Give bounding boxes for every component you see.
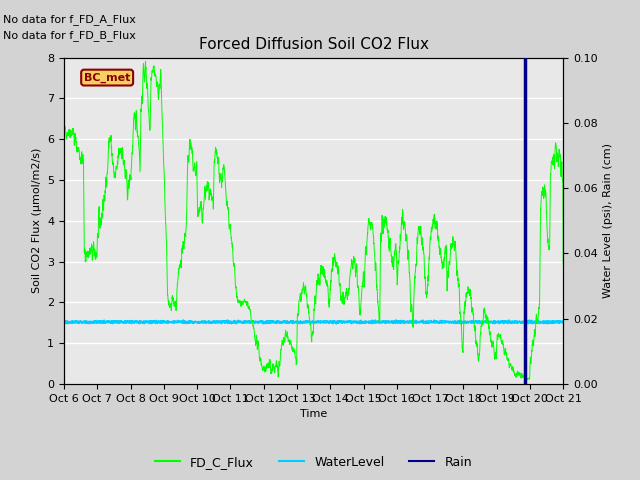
Y-axis label: Water Level (psi), Rain (cm): Water Level (psi), Rain (cm)	[604, 144, 613, 298]
Text: No data for f_FD_B_Flux: No data for f_FD_B_Flux	[3, 30, 136, 41]
Y-axis label: Soil CO2 Flux (μmol/m2/s): Soil CO2 Flux (μmol/m2/s)	[31, 148, 42, 293]
Text: No data for f_FD_A_Flux: No data for f_FD_A_Flux	[3, 13, 136, 24]
Text: BC_met: BC_met	[84, 72, 131, 83]
Legend: FD_C_Flux, WaterLevel, Rain: FD_C_Flux, WaterLevel, Rain	[150, 451, 477, 474]
X-axis label: Time: Time	[300, 409, 327, 419]
Title: Forced Diffusion Soil CO2 Flux: Forced Diffusion Soil CO2 Flux	[198, 37, 429, 52]
